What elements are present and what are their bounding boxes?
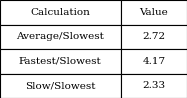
FancyBboxPatch shape xyxy=(0,24,121,49)
FancyBboxPatch shape xyxy=(121,0,187,24)
Text: Average/Slowest: Average/Slowest xyxy=(16,32,104,41)
Text: 2.72: 2.72 xyxy=(142,32,165,41)
FancyBboxPatch shape xyxy=(121,74,187,98)
Text: Fastest/Slowest: Fastest/Slowest xyxy=(19,57,102,66)
Text: Slow/Slowest: Slow/Slowest xyxy=(25,81,96,90)
FancyBboxPatch shape xyxy=(0,74,121,98)
Text: Value: Value xyxy=(140,8,168,17)
Text: 2.33: 2.33 xyxy=(142,81,165,90)
FancyBboxPatch shape xyxy=(121,49,187,74)
Text: Calculation: Calculation xyxy=(30,8,90,17)
FancyBboxPatch shape xyxy=(121,24,187,49)
FancyBboxPatch shape xyxy=(0,0,121,24)
Text: 4.17: 4.17 xyxy=(142,57,165,66)
FancyBboxPatch shape xyxy=(0,49,121,74)
